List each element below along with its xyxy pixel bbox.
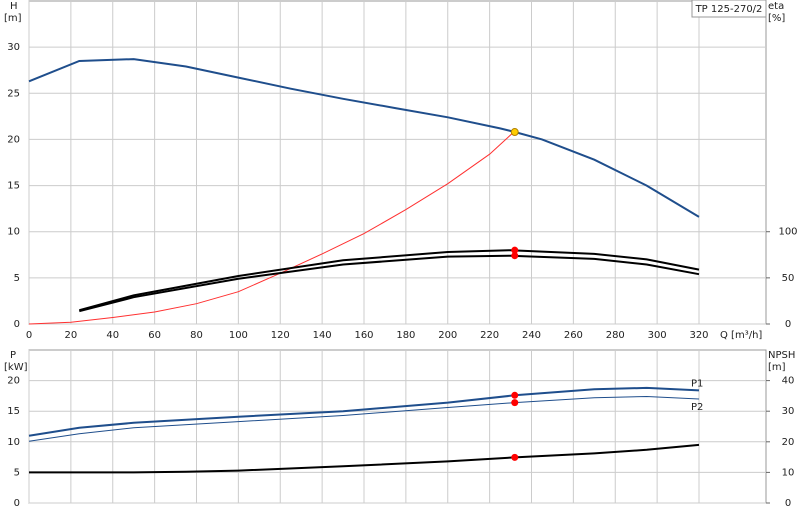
duty-point	[511, 252, 519, 260]
y2-tick-label: 50	[782, 273, 795, 284]
series-label: P1	[691, 378, 703, 389]
y-tick-label: 5	[14, 467, 20, 478]
x-tick-label: 240	[522, 330, 541, 341]
y2-tick-label: 100	[778, 227, 797, 238]
y-tick-label: 10	[7, 437, 20, 448]
y2-axis-unit: [m]	[768, 362, 786, 373]
chart-title: TP 125-270/2	[695, 4, 763, 15]
x-axis-label: Q [m³/h]	[720, 330, 762, 341]
y-tick-label: 10	[7, 227, 20, 238]
x-tick-label: 260	[564, 330, 583, 341]
x-tick-label: 60	[148, 330, 161, 341]
y-tick-label: 0	[14, 498, 20, 509]
y2-tick-label: 20	[782, 437, 795, 448]
x-tick-label: 160	[354, 330, 373, 341]
x-tick-label: 80	[190, 330, 203, 341]
series-line	[28, 386, 700, 437]
y-axis-unit: [m]	[4, 13, 22, 24]
series-line	[28, 395, 700, 442]
duty-point	[511, 246, 519, 254]
duty-point	[511, 391, 519, 399]
x-tick-label: 40	[106, 330, 119, 341]
duty-point	[510, 128, 519, 137]
duty-point	[511, 453, 519, 461]
y-tick-label: 25	[7, 88, 20, 99]
y-tick-label: 20	[7, 376, 20, 387]
y2-axis-label: NPSH	[768, 350, 795, 361]
series-label: P2	[691, 402, 703, 413]
x-tick-label: 140	[313, 330, 332, 341]
y2-axis-label: eta	[768, 1, 784, 12]
title-box	[691, 0, 767, 18]
x-tick-label: 220	[480, 330, 499, 341]
y-tick-label: 15	[7, 181, 20, 192]
series-line	[28, 58, 700, 218]
x-tick-label: 300	[648, 330, 667, 341]
x-tick-label: 0	[26, 330, 32, 341]
x-tick-label: 100	[229, 330, 248, 341]
series-line	[79, 254, 700, 313]
y-tick-label: 0	[14, 319, 20, 330]
y-axis-label: P	[10, 350, 16, 361]
x-tick-label: 280	[606, 330, 625, 341]
x-tick-label: 120	[271, 330, 290, 341]
y2-tick-label: 10	[782, 467, 795, 478]
y2-tick-label: 30	[782, 406, 795, 417]
y-tick-label: 20	[7, 134, 20, 145]
y-axis-unit: [kW]	[4, 362, 28, 373]
y-tick-label: 30	[7, 42, 20, 53]
y2-tick-label: 40	[782, 376, 795, 387]
y-tick-label: 5	[14, 273, 20, 284]
y-tick-label: 15	[7, 406, 20, 417]
y2-axis-unit: [%]	[768, 13, 785, 24]
series-line	[79, 249, 700, 312]
x-tick-label: 20	[65, 330, 78, 341]
x-tick-label: 200	[438, 330, 457, 341]
series-line	[29, 443, 700, 474]
x-tick-label: 180	[396, 330, 415, 341]
y-axis-label: H	[10, 1, 18, 12]
x-tick-label: 320	[689, 330, 708, 341]
y2-tick-label: 0	[785, 319, 791, 330]
duty-point	[511, 399, 519, 407]
y2-tick-label: 0	[785, 498, 791, 509]
